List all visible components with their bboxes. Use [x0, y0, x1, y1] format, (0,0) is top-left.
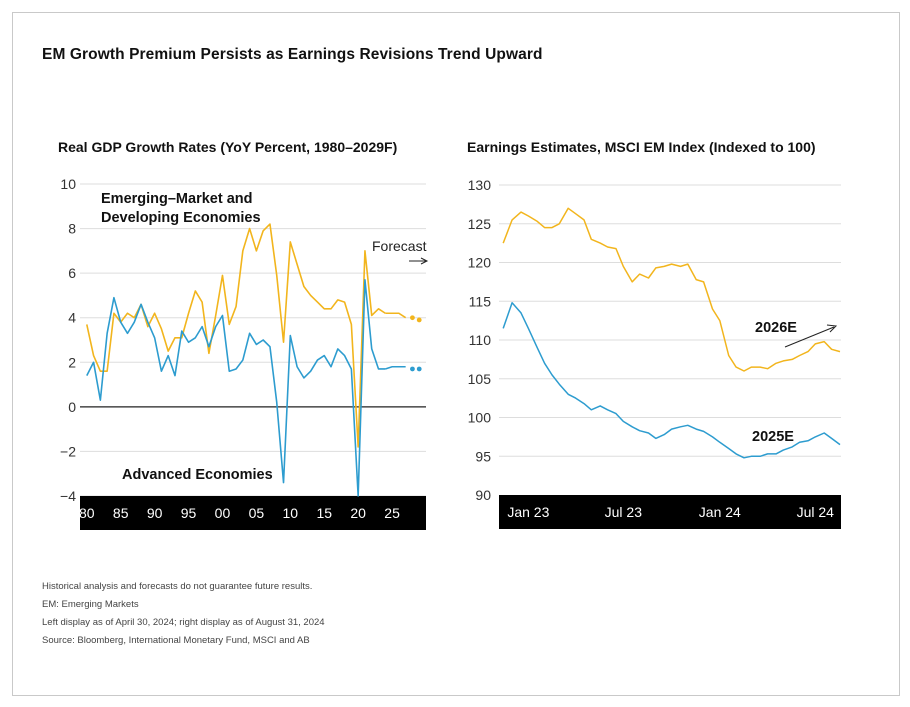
eps-ytick-label: 90: [475, 487, 491, 503]
eps-series-line-2026E: [502, 207, 841, 372]
eps-2025e-label: 2025E: [752, 429, 794, 445]
footnote-source: Source: Bloomberg, International Monetar…: [42, 635, 310, 646]
gdp-ytick-label: 4: [68, 310, 76, 326]
gdp-chart-title: Real GDP Growth Rates (YoY Percent, 1980…: [58, 139, 398, 155]
eps-ytick-label: 95: [475, 448, 491, 464]
eps-ytick-label: 120: [468, 255, 492, 271]
gdp-xtick-label: 20: [350, 505, 366, 521]
eps-ytick-label: 125: [468, 216, 492, 232]
eps-ytick-label: 115: [469, 293, 492, 309]
footnote-em-definition: EM: Emerging Markets: [42, 599, 139, 610]
footnote-disclaimer: Historical analysis and forecasts do not…: [42, 581, 313, 592]
eps-trend-arrow: [784, 326, 835, 348]
gdp-xtick-label: 95: [181, 505, 197, 521]
eps-ytick-label: 110: [469, 332, 492, 348]
gdp-ytick-label: 2: [68, 354, 76, 370]
gdp-xtick-label: 90: [147, 505, 163, 521]
gdp-em-series-label: Developing Economies: [101, 210, 261, 226]
gdp-forecast-arrowhead: [420, 257, 429, 265]
gdp-ytick-label: 0: [68, 399, 76, 415]
gdp-forecast-line: [385, 312, 407, 319]
footnote-dates: Left display as of April 30, 2024; right…: [42, 617, 325, 628]
gdp-ytick-label: 8: [68, 221, 76, 237]
gdp-ytick-label: −2: [60, 443, 76, 459]
gdp-xaxis-bar: [80, 496, 426, 530]
gdp-xtick-label: 25: [384, 505, 400, 521]
eps-ytick-label: 100: [468, 410, 492, 426]
main-title: EM Growth Premium Persists as Earnings R…: [42, 46, 543, 63]
eps-xtick-label: Jul 23: [605, 504, 643, 520]
eps-xtick-label: Jan 24: [699, 504, 741, 520]
eps-ytick-label: 105: [468, 371, 492, 387]
gdp-em-series-label: Emerging–Market and: [101, 191, 253, 207]
eps-xaxis-bar: [499, 495, 841, 529]
gdp-xtick-label: 85: [113, 505, 129, 521]
earnings-chart-title: Earnings Estimates, MSCI EM Index (Index…: [467, 139, 816, 155]
gdp-ytick-label: 10: [60, 176, 76, 192]
gdp-forecast-point: [410, 366, 415, 372]
gdp-series-line-advanced: [86, 279, 386, 497]
gdp-xtick-label: 80: [79, 505, 95, 521]
gdp-forecast-point: [410, 315, 415, 321]
gdp-advanced-series-label: Advanced Economies: [122, 467, 273, 483]
gdp-xtick-label: 10: [283, 505, 299, 521]
gdp-xtick-label: 15: [316, 505, 332, 521]
gdp-forecast-label: Forecast: [372, 238, 427, 254]
gdp-forecast-line: [385, 365, 406, 370]
gdp-ytick-label: 6: [68, 265, 76, 281]
gdp-forecast-point: [416, 317, 422, 323]
gdp-xtick-label: 00: [215, 505, 231, 521]
eps-xtick-label: Jul 24: [797, 504, 835, 520]
footnotes: Historical analysis and forecasts do not…: [42, 578, 325, 650]
figure-frame: [12, 12, 900, 696]
gdp-xtick-label: 05: [249, 505, 265, 521]
eps-series-line-2025E: [502, 302, 841, 459]
eps-xtick-label: Jan 23: [507, 504, 549, 520]
eps-trend-arrowhead: [826, 324, 838, 333]
eps-ytick-label: 130: [468, 177, 492, 193]
gdp-forecast-point: [416, 366, 422, 372]
gdp-ytick-label: −4: [60, 488, 76, 504]
gdp-series-line-em: [86, 223, 386, 448]
eps-2026e-label: 2026E: [755, 320, 797, 336]
